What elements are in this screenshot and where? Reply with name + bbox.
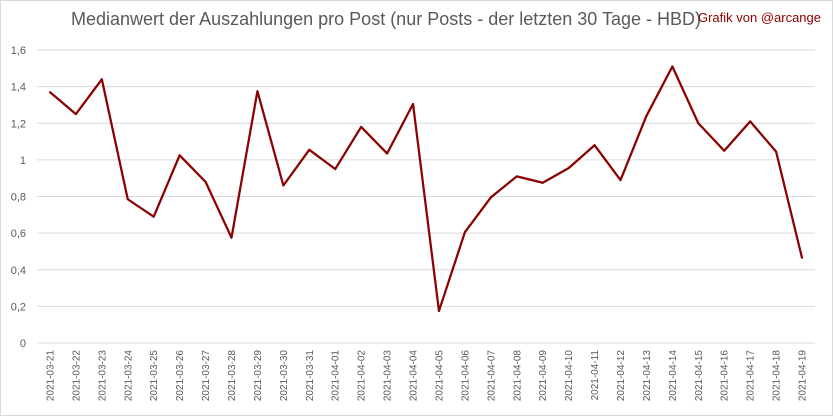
- y-tick-label: 0,4: [11, 265, 26, 277]
- x-tick-label: 2021-04-14: [668, 350, 679, 402]
- x-tick-label: 2021-03-22: [71, 350, 82, 402]
- data-point: [775, 150, 778, 153]
- x-tick-label: 2021-04-09: [538, 350, 549, 402]
- data-point: [541, 181, 544, 184]
- x-tick-label: 2021-03-28: [227, 350, 238, 402]
- y-tick-label: 1,6: [11, 45, 26, 57]
- data-point: [412, 103, 415, 106]
- x-tick-label: 2021-04-02: [357, 350, 368, 402]
- data-point: [671, 65, 674, 68]
- x-tick-label: 2021-04-01: [331, 350, 342, 402]
- chart-title: Medianwert der Auszahlungen pro Post (nu…: [71, 9, 701, 29]
- x-tick-label: 2021-03-31: [305, 350, 316, 402]
- data-point: [489, 196, 492, 199]
- data-point: [723, 149, 726, 152]
- x-axis-ticks: 2021-03-21 2021-03-22 2021-03-23 2021-03-24…: [45, 350, 808, 402]
- data-point: [515, 175, 518, 178]
- data-point: [204, 180, 207, 183]
- x-tick-label: 2021-04-07: [486, 350, 497, 402]
- data-point: [360, 125, 363, 128]
- x-tick-label: 2021-04-08: [512, 350, 523, 402]
- x-tick-label: 2021-04-17: [746, 350, 757, 402]
- x-tick-label: 2021-04-13: [642, 350, 653, 402]
- x-tick-label: 2021-03-25: [149, 350, 160, 402]
- y-tick-label: 1: [20, 155, 26, 167]
- data-point: [126, 198, 129, 201]
- gridlines: [37, 49, 815, 344]
- data-point: [567, 167, 570, 170]
- data-point: [463, 231, 466, 234]
- data-point: [178, 154, 181, 157]
- data-point: [619, 179, 622, 182]
- data-point: [230, 236, 233, 239]
- data-point: [308, 148, 311, 151]
- data-point: [437, 309, 440, 312]
- x-tick-label: 2021-04-05: [434, 350, 445, 402]
- data-point: [256, 90, 259, 93]
- y-tick-label: 0,6: [11, 228, 26, 240]
- data-point: [334, 168, 337, 171]
- data-point: [386, 152, 389, 155]
- y-tick-label: 0,8: [11, 192, 26, 204]
- x-tick-label: 2021-03-27: [201, 350, 212, 402]
- y-tick-label: 0: [20, 338, 26, 350]
- y-axis-ticks: 0 0,2 0,4 0,6 0,8 1 1,2 1,4 1,6: [11, 45, 26, 350]
- y-tick-label: 0,2: [11, 301, 26, 313]
- x-tick-label: 2021-04-12: [616, 350, 627, 402]
- x-tick-label: 2021-04-03: [383, 350, 394, 402]
- data-point: [593, 144, 596, 147]
- x-tick-label: 2021-04-16: [720, 350, 731, 402]
- x-tick-label: 2021-03-21: [45, 350, 56, 402]
- x-tick-label: 2021-04-15: [694, 350, 705, 402]
- x-tick-label: 2021-04-11: [590, 350, 601, 401]
- series-layer: [48, 65, 804, 313]
- x-tick-label: 2021-03-29: [253, 350, 264, 402]
- data-point: [697, 122, 700, 125]
- y-tick-label: 1,4: [11, 82, 26, 94]
- data-point: [48, 91, 51, 94]
- x-tick-label: 2021-03-26: [175, 350, 186, 402]
- data-point: [100, 78, 103, 81]
- credit-label: Grafik von @arcange: [697, 10, 821, 25]
- series-line: [49, 65, 804, 313]
- x-tick-label: 2021-04-18: [772, 350, 783, 402]
- data-point: [645, 114, 648, 117]
- x-tick-label: 2021-03-24: [123, 350, 134, 402]
- x-tick-label: 2021-04-19: [798, 350, 809, 402]
- x-tick-label: 2021-03-23: [97, 350, 108, 402]
- data-point: [152, 215, 155, 218]
- x-tick-label: 2021-04-04: [409, 350, 420, 402]
- data-point: [749, 120, 752, 123]
- y-tick-label: 1,2: [11, 118, 26, 130]
- x-tick-label: 2021-03-30: [279, 350, 290, 402]
- data-point: [74, 113, 77, 116]
- x-tick-label: 2021-04-06: [460, 350, 471, 402]
- data-point: [282, 184, 285, 187]
- data-point: [801, 256, 804, 259]
- x-tick-label: 2021-04-10: [564, 350, 575, 402]
